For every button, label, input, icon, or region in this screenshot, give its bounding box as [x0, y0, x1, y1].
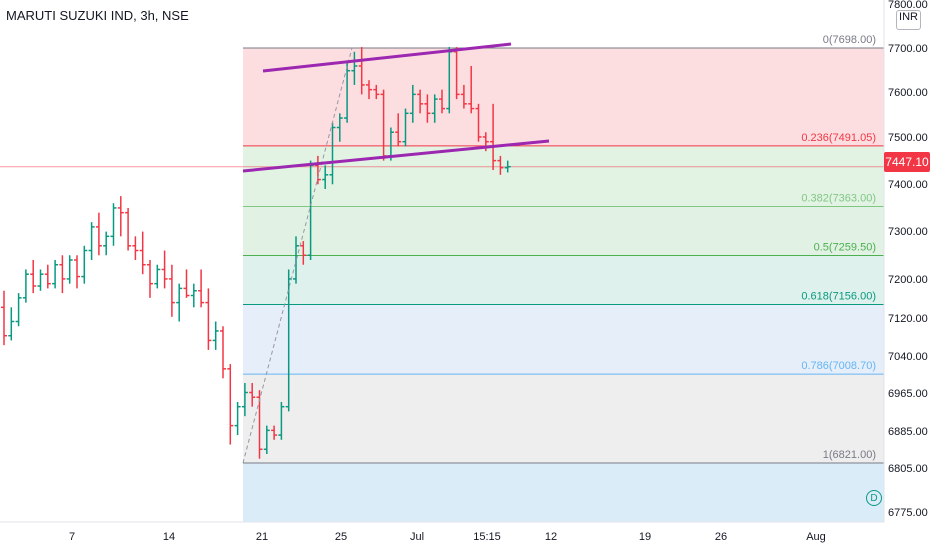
- time-axis-tick: 15:15: [473, 531, 501, 543]
- time-axis-tick: 12: [545, 531, 557, 543]
- price-axis-tick: 7600.00: [888, 87, 928, 99]
- price-axis-tick: 7300.00: [888, 226, 928, 238]
- price-axis-tick: 7400.00: [888, 179, 928, 191]
- channel-lower-line[interactable]: [242, 139, 550, 173]
- fib-zone: [243, 304, 884, 375]
- time-axis[interactable]: 7 14 21 25 Jul 15:15 12 19 26 Aug: [69, 531, 826, 543]
- channel-upper-line[interactable]: [262, 42, 512, 73]
- time-axis-tick: Jul: [410, 531, 424, 543]
- time-axis-tick: 19: [639, 531, 651, 543]
- price-axis-tick: 6965.00: [888, 388, 928, 400]
- fib-zone: [243, 206, 884, 256]
- price-axis-tick: 7700.00: [888, 43, 928, 55]
- fibonacci-retracement[interactable]: [243, 48, 884, 522]
- time-axis-tick: 21: [256, 531, 268, 543]
- price-axis-tick: 7120.00: [888, 313, 928, 325]
- fib-level-label: 0.382(7363.00): [801, 193, 876, 205]
- fib-trend-line[interactable]: [242, 47, 353, 464]
- time-axis-tick: 7: [69, 531, 75, 543]
- price-axis[interactable]: 7800.00 7700.00 7600.00 7500.00 7400.00 7300.…: [888, 0, 928, 519]
- price-axis-tick: 6775.00: [888, 507, 928, 519]
- fib-level-label: 0.236(7491.05): [801, 132, 876, 144]
- time-axis-tick: Aug: [806, 531, 826, 543]
- dividends-marker-icon[interactable]: D: [866, 490, 882, 506]
- fib-level-label: 0.618(7156.00): [801, 290, 876, 302]
- symbol-title[interactable]: MARUTI SUZUKI IND, 3h, NSE: [6, 8, 189, 23]
- price-axis-tick: 6805.00: [888, 463, 928, 475]
- last-price-label: 7447.10: [884, 152, 930, 172]
- time-axis-tick: 25: [335, 531, 347, 543]
- time-axis-tick: 26: [715, 531, 727, 543]
- fib-zone: [243, 255, 884, 305]
- parallel-channel[interactable]: [242, 42, 550, 173]
- ohlc-series: [1, 47, 511, 464]
- currency-button[interactable]: INR: [896, 10, 921, 30]
- fib-level-label: 0(7698.00): [823, 34, 876, 46]
- price-axis-tick: 6885.00: [888, 426, 928, 438]
- fib-level-label: 1(6821.00): [823, 449, 876, 461]
- price-axis-tick: 7040.00: [888, 351, 928, 363]
- fib-level-label: 0.5(7259.50): [814, 242, 876, 254]
- price-axis-tick: 7500.00: [888, 132, 928, 144]
- price-axis-tick: 7200.00: [888, 274, 928, 286]
- fib-zone: [243, 145, 884, 207]
- fib-level-label: 0.786(7008.70): [801, 360, 876, 372]
- fib-zone: [243, 374, 884, 463]
- time-axis-tick: 14: [163, 531, 175, 543]
- fib-zone: [243, 48, 884, 146]
- price-axis-tick: 7800.00: [888, 0, 928, 11]
- fib-zone: [243, 463, 884, 522]
